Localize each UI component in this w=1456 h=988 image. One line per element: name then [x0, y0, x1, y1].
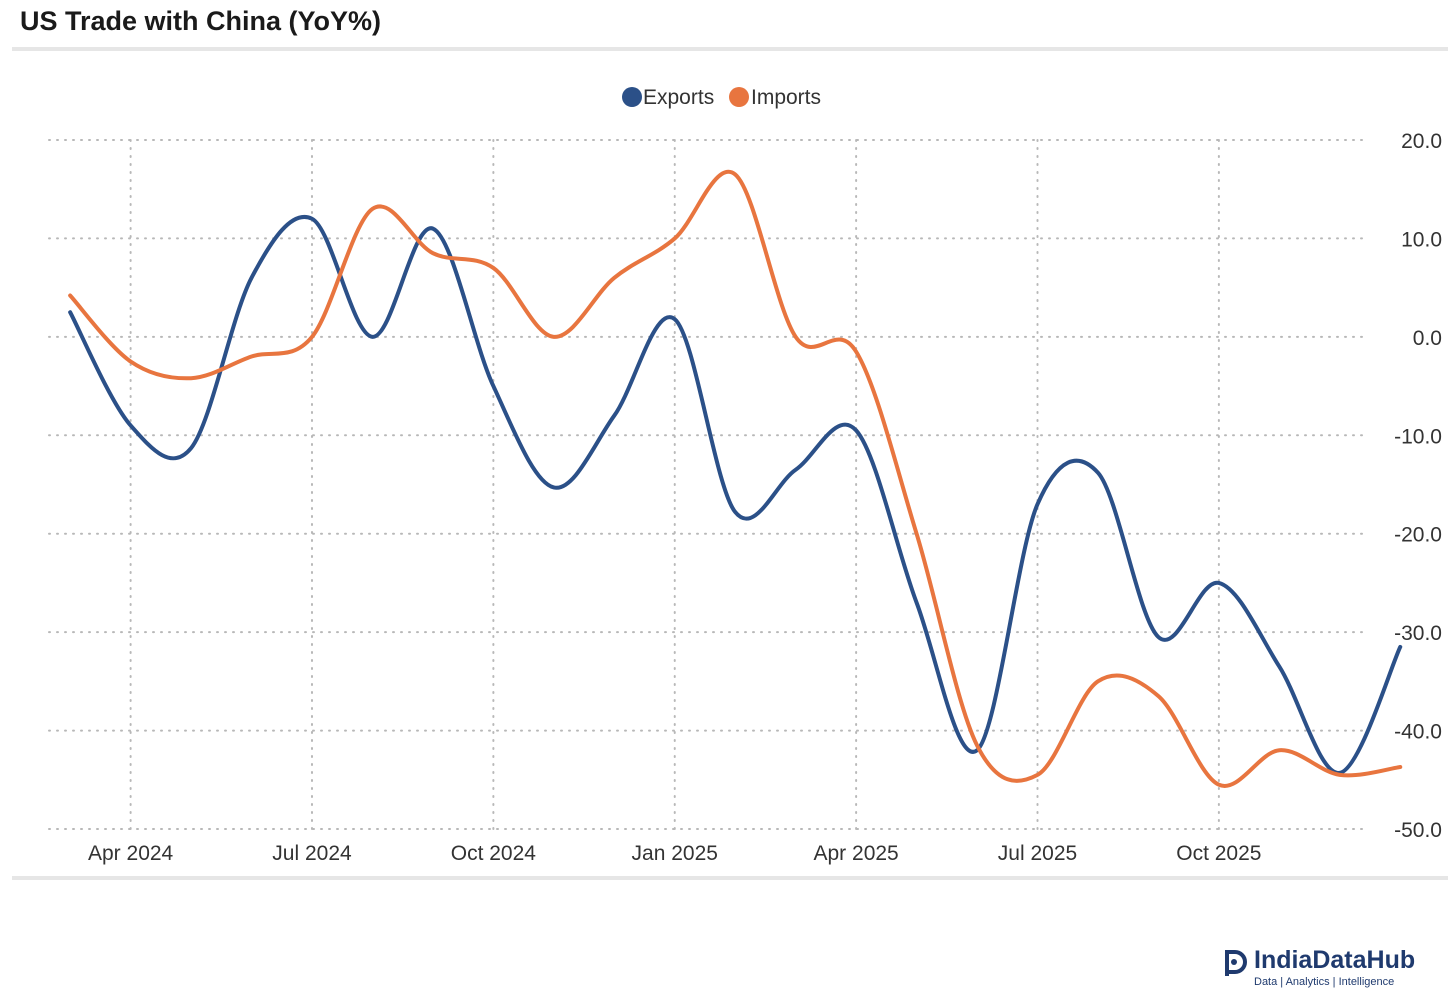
legend: Exports Imports — [622, 86, 821, 109]
x-tick-label: Oct 2024 — [451, 842, 537, 865]
chart-title: US Trade with China (YoY%) — [20, 6, 382, 36]
legend-label-exports: Exports — [643, 86, 714, 109]
chart-canvas: 20.0 10.0 0.0 -10.0 -20.0 -30.0 -40.0 -50.0 Apr … — [48, 86, 1442, 865]
footer-divider — [12, 876, 1448, 880]
x-tick-label: Apr 2024 — [88, 842, 174, 865]
y-tick-label: 10.0 — [1401, 228, 1442, 251]
legend-label-imports: Imports — [751, 86, 821, 109]
y-tick-label: 0.0 — [1413, 327, 1442, 350]
x-tick-label: Apr 2025 — [814, 842, 899, 865]
x-tick-label: Jul 2025 — [998, 842, 1077, 865]
x-tick-label: Jan 2025 — [632, 842, 718, 865]
y-tick-label: 20.0 — [1401, 130, 1442, 153]
series-line-exports — [68, 215, 1403, 775]
y-tick-label: -50.0 — [1394, 819, 1442, 842]
x-tick-label: Jul 2024 — [272, 842, 352, 865]
brand-name: IndiaDataHub — [1254, 946, 1416, 974]
legend-marker-imports — [729, 87, 749, 107]
y-tick-label: -30.0 — [1394, 622, 1442, 645]
series-layer — [68, 169, 1403, 788]
series-line-imports — [68, 169, 1403, 788]
header-divider — [12, 47, 1448, 51]
legend-marker-exports — [622, 87, 642, 107]
y-tick-label: -20.0 — [1394, 524, 1442, 547]
grid-layer — [48, 139, 1368, 830]
brand-logo-icon — [1225, 950, 1247, 976]
y-tick-label: -40.0 — [1394, 721, 1442, 744]
axis-layer: 20.0 10.0 0.0 -10.0 -20.0 -30.0 -40.0 -50.0 Apr … — [88, 130, 1442, 865]
y-tick-label: -10.0 — [1394, 425, 1442, 448]
brand-tagline: Data | Analytics | Intelligence — [1254, 976, 1395, 988]
x-tick-label: Oct 2025 — [1176, 842, 1261, 865]
